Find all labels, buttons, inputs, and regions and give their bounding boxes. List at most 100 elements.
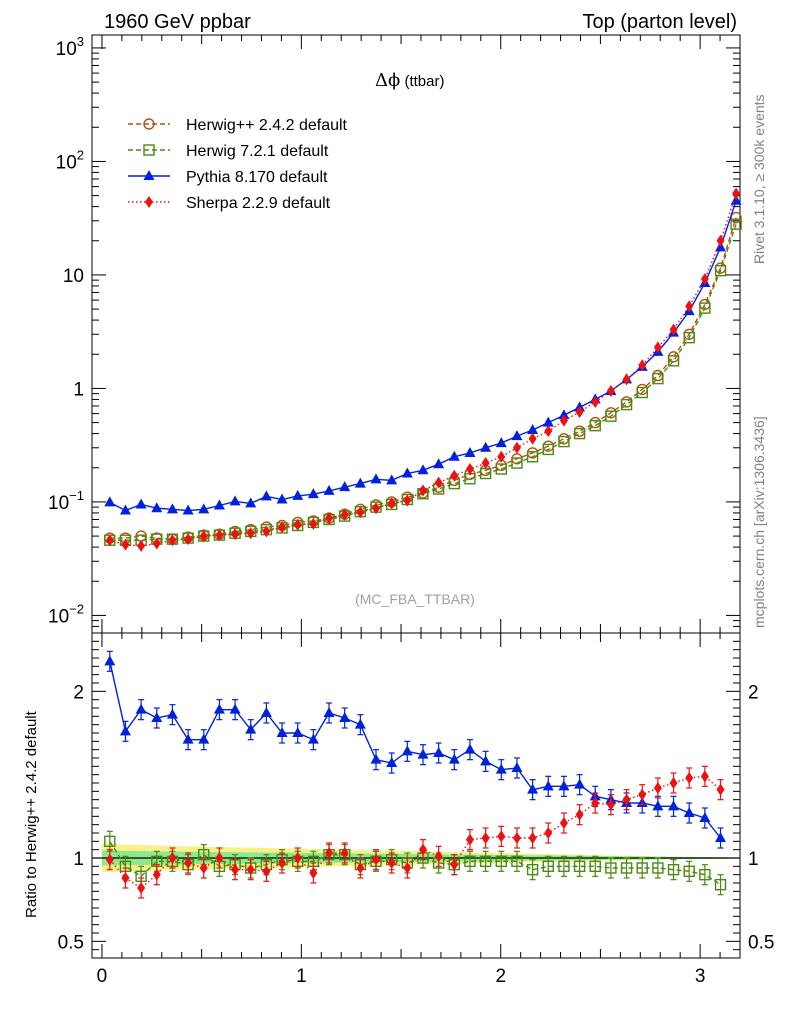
data-point — [667, 355, 680, 367]
data-point — [591, 395, 600, 408]
data-point — [464, 446, 476, 457]
data-point — [199, 862, 208, 874]
data-point — [229, 703, 241, 714]
data-point — [166, 503, 178, 514]
data-point — [512, 441, 521, 454]
data-point — [184, 857, 193, 869]
data-point — [714, 878, 727, 891]
y-tick-label-right: 0.5 — [748, 932, 774, 953]
data-point — [231, 528, 240, 541]
series-sherpa-2-2-9-default — [105, 187, 741, 552]
data-point — [448, 753, 460, 764]
data-point — [387, 857, 396, 869]
data-point — [418, 843, 427, 856]
data-point — [325, 512, 334, 525]
data-point — [105, 534, 114, 547]
series-line — [109, 775, 721, 889]
data-point — [245, 723, 257, 734]
data-point — [620, 398, 633, 411]
data-point — [152, 868, 161, 881]
data-point — [699, 868, 711, 881]
data-point — [387, 497, 396, 510]
data-point — [262, 525, 271, 538]
data-point — [685, 300, 694, 313]
data-point — [528, 832, 537, 844]
data-point — [497, 450, 506, 463]
data-point — [137, 882, 146, 894]
series-line — [109, 840, 721, 886]
data-point — [135, 498, 147, 509]
data-point — [293, 518, 302, 531]
legend-label: Pythia 8.170 default — [186, 169, 328, 186]
data-point — [293, 852, 302, 864]
data-point — [246, 527, 255, 540]
data-point — [323, 707, 335, 717]
data-point — [356, 506, 365, 519]
data-point — [465, 463, 474, 476]
data-point — [683, 865, 695, 878]
data-point — [450, 858, 459, 871]
collision-label: 1960 GeV ppbar — [104, 11, 251, 33]
data-point — [606, 384, 615, 397]
data-point — [356, 862, 365, 874]
y-tick-label: 2 — [73, 682, 84, 703]
data-point — [668, 800, 680, 811]
y-tick-label-right: 2 — [748, 682, 759, 703]
data-point — [575, 808, 584, 821]
y-tick-label: 1 — [73, 849, 84, 870]
data-point — [151, 712, 163, 722]
data-point — [370, 753, 382, 764]
legend-marker — [143, 118, 155, 130]
legend-label: Herwig++ 2.4.2 default — [186, 117, 348, 134]
data-point — [401, 467, 413, 478]
data-point — [638, 788, 647, 801]
data-point — [558, 780, 570, 791]
data-point — [292, 727, 304, 737]
data-point — [526, 863, 539, 876]
data-point — [386, 757, 398, 767]
analysis-tag: (MC_FBA_TTBAR) — [355, 591, 475, 607]
data-point — [260, 707, 272, 717]
data-point — [683, 807, 695, 817]
data-point — [198, 503, 210, 514]
data-point — [278, 521, 287, 534]
data-point — [526, 451, 539, 463]
data-point — [622, 793, 631, 806]
data-point — [433, 747, 445, 757]
data-point — [652, 372, 664, 385]
data-point — [119, 504, 131, 515]
data-point — [652, 800, 664, 811]
data-point — [370, 473, 382, 484]
data-point — [104, 835, 116, 848]
data-point — [354, 477, 366, 488]
data-point — [653, 782, 662, 794]
data-point — [636, 862, 648, 874]
x-tick-label: 0 — [97, 966, 108, 987]
y-tick-label: 1 — [73, 379, 84, 400]
data-point — [325, 847, 334, 859]
data-point — [716, 783, 725, 796]
series-sherpa-2-2-9-default — [105, 765, 725, 899]
data-point — [292, 489, 304, 500]
data-point — [213, 703, 225, 714]
ratio-frame — [91, 632, 741, 959]
data-point — [558, 409, 570, 420]
data-point — [104, 655, 116, 666]
data-point — [354, 718, 366, 729]
data-point — [480, 441, 492, 452]
data-point — [573, 427, 586, 440]
data-point — [105, 853, 114, 866]
data-point — [417, 748, 429, 759]
data-point — [434, 476, 443, 489]
legend-marker — [143, 144, 155, 156]
data-point — [372, 502, 381, 515]
series-pythia-8-170-default — [104, 194, 742, 515]
data-point — [527, 424, 539, 435]
rivet-label: Rivet 3.1.10, ≥ 300k events — [751, 94, 767, 264]
data-point — [231, 863, 240, 876]
data-point — [591, 797, 600, 809]
data-point — [401, 745, 413, 756]
legend-entry: Herwig 7.2.1 default — [128, 143, 329, 160]
legend-entry: Herwig++ 2.4.2 default — [128, 117, 348, 134]
plot-title: Δϕ (ttbar) — [375, 70, 444, 91]
